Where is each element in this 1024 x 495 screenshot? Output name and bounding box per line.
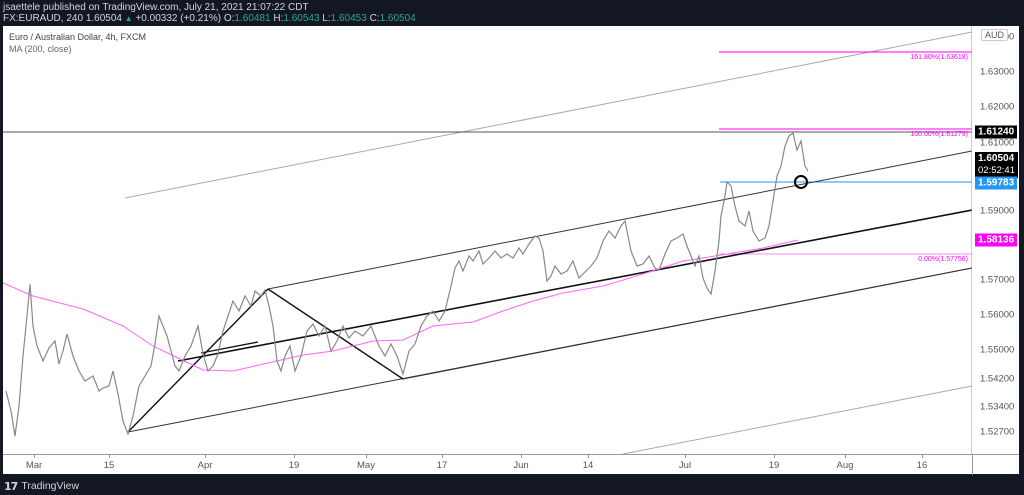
time-label: 15 bbox=[103, 460, 115, 471]
up-triangle-icon: ▲ bbox=[124, 14, 133, 23]
chart-header: jsaettele published on TradingView.com, … bbox=[3, 0, 1021, 26]
time-tick bbox=[442, 455, 443, 458]
time-label: Jul bbox=[678, 460, 692, 471]
fib-0-label: 0.00%(1.57756) bbox=[918, 256, 968, 263]
price-tick: 1.63000 bbox=[980, 66, 1015, 78]
price-series bbox=[5, 131, 809, 437]
channel-median-line bbox=[177, 209, 972, 362]
pitchfork-lower-tine bbox=[402, 267, 972, 380]
ma-200-line bbox=[3, 239, 799, 372]
time-tick bbox=[521, 455, 522, 458]
resistance-price-tag: 1.61240 bbox=[975, 125, 1018, 139]
symbol-label[interactable]: FX:EURAUD, 240 bbox=[3, 13, 84, 24]
time-tick bbox=[366, 455, 367, 458]
time-label: 16 bbox=[916, 460, 928, 471]
pitchfork-start bbox=[200, 341, 259, 354]
current-price-value: 1.60504 bbox=[978, 153, 1015, 164]
axis-corner-divider bbox=[972, 455, 973, 475]
time-label: Apr bbox=[197, 460, 213, 471]
time-label: Aug bbox=[836, 460, 854, 471]
time-label: 19 bbox=[288, 460, 300, 471]
time-label: Jun bbox=[513, 460, 529, 471]
price-tick: 1.52700 bbox=[980, 426, 1015, 438]
time-axis[interactable]: Mar 15 Apr 19 May 17 Jun 14 Jul 19 Aug 1… bbox=[3, 454, 1019, 475]
last-price: 1.60504 bbox=[85, 13, 122, 24]
time-tick bbox=[34, 455, 35, 458]
time-label: 17 bbox=[436, 460, 448, 471]
fib-161-label: 161.80%(1.63618) bbox=[910, 54, 968, 61]
price-tick: 1.55000 bbox=[980, 344, 1015, 356]
fib-100-label: 100.00%(1.61279) bbox=[910, 131, 968, 138]
price-chart-canvas[interactable]: 161.80%(1.63618) 100.00%(1.61279) 0.00%(… bbox=[3, 26, 972, 454]
ohlc-line: FX:EURAUD, 240 1.60504 ▲ +0.00332 (+0.21… bbox=[3, 13, 416, 24]
bar-countdown: 02:52:41 bbox=[978, 165, 1015, 176]
time-tick bbox=[922, 455, 923, 458]
price-change: +0.00332 (+0.21%) bbox=[135, 13, 222, 24]
channel-upper-line bbox=[267, 150, 972, 290]
close-label: C: bbox=[369, 13, 380, 24]
open-value: 1.60481 bbox=[234, 13, 271, 24]
chart-legend: Euro / Australian Dollar, 4h, FXCM MA (2… bbox=[9, 31, 146, 55]
price-tick: 1.53400 bbox=[980, 401, 1015, 413]
price-tick: 1.59000 bbox=[980, 205, 1015, 217]
close-value: 1.60504 bbox=[379, 13, 416, 24]
time-tick bbox=[294, 455, 295, 458]
time-tick bbox=[588, 455, 589, 458]
time-tick bbox=[685, 455, 686, 458]
time-tick bbox=[205, 455, 206, 458]
time-tick bbox=[109, 455, 110, 458]
tradingview-logo-icon[interactable]: 𝟭𝟳 bbox=[4, 480, 18, 493]
time-label: 19 bbox=[768, 460, 780, 471]
price-tick: 1.57000 bbox=[980, 274, 1015, 286]
pitchfork-handle-b bbox=[267, 288, 404, 380]
support-price-tag: 1.59783 bbox=[975, 176, 1018, 190]
symbol-title[interactable]: Euro / Australian Dollar, 4h, FXCM bbox=[9, 32, 147, 42]
upper-channel-line bbox=[124, 31, 972, 199]
footer: 𝟭𝟳 TradingView bbox=[4, 478, 79, 494]
pitchfork-handle-a bbox=[127, 288, 269, 433]
ma-indicator-label[interactable]: MA (200, close) bbox=[9, 44, 72, 54]
support-circle-marker bbox=[794, 175, 808, 189]
price-tick: 1.62000 bbox=[980, 101, 1015, 113]
brand-name[interactable]: TradingView bbox=[21, 480, 80, 492]
high-value: 1.60543 bbox=[283, 13, 320, 24]
currency-button[interactable]: AUD bbox=[981, 29, 1009, 41]
open-label: O: bbox=[223, 13, 235, 24]
low-value: 1.60453 bbox=[330, 13, 367, 24]
time-tick bbox=[774, 455, 775, 458]
lower-parallel-line bbox=[622, 385, 972, 454]
time-label: May bbox=[357, 460, 375, 471]
time-label: 14 bbox=[582, 460, 594, 471]
publish-info: jsaettele published on TradingView.com, … bbox=[3, 2, 309, 13]
current-price-tag: 1.60504 02:52:41 bbox=[975, 152, 1018, 178]
price-tick: 1.54200 bbox=[980, 373, 1015, 385]
price-axis[interactable]: 1.64000 1.63000 1.62000 1.61000 1.59000 … bbox=[972, 26, 1019, 454]
time-tick bbox=[845, 455, 846, 458]
ma-price-tag: 1.58136 bbox=[975, 233, 1018, 247]
high-label: H: bbox=[273, 13, 284, 24]
price-tick: 1.56000 bbox=[980, 309, 1015, 321]
price-tick: 1.61000 bbox=[980, 137, 1015, 149]
low-label: L: bbox=[322, 13, 331, 24]
time-label: Mar bbox=[25, 460, 43, 471]
chart-frame[interactable]: 161.80%(1.63618) 100.00%(1.61279) 0.00%(… bbox=[3, 26, 1019, 475]
